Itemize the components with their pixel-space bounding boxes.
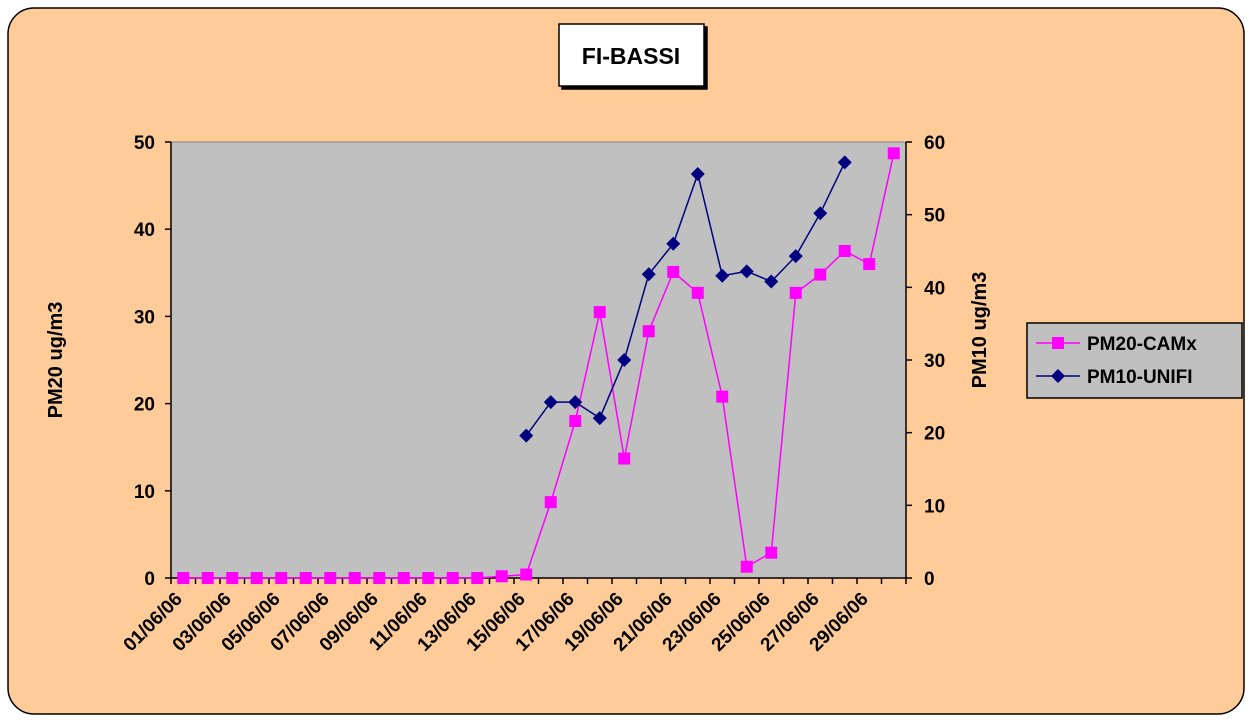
y-axis-right-title: PM10 ug/m3 <box>969 272 991 389</box>
data-point-pm20-camx <box>814 268 827 281</box>
y-axis-right-tick-label: 40 <box>924 278 945 299</box>
data-point-pm20-camx <box>544 496 557 509</box>
data-point-pm20-camx <box>495 570 508 583</box>
data-point-pm10-unifi <box>813 206 828 221</box>
y-axis-left-tick-label: 50 <box>134 133 155 154</box>
data-point-pm10-unifi <box>666 236 681 251</box>
data-point-pm20-camx <box>250 572 263 584</box>
chart-title: FI-BASSI <box>582 43 680 69</box>
legend-label-pm20: PM20-CAMx <box>1087 334 1197 355</box>
data-point-pm20-camx <box>373 572 386 584</box>
y-axis-right-tick-label: 0 <box>924 569 935 590</box>
legend-label-pm10: PM10-UNIFI <box>1087 367 1193 388</box>
data-point-pm20-camx <box>716 390 729 403</box>
data-point-pm10-unifi <box>788 249 803 264</box>
data-point-pm20-camx <box>201 572 214 584</box>
legend-box <box>1026 322 1243 399</box>
y-axis-right-tick-label: 60 <box>924 133 945 154</box>
y-axis-right-tick-label: 10 <box>924 496 945 517</box>
data-point-pm10-unifi <box>543 395 558 410</box>
data-point-pm20-camx <box>446 572 459 584</box>
y-axis-left-tick-label: 40 <box>134 220 155 241</box>
y-axis-left-tick-label: 0 <box>144 569 155 590</box>
y-axis-right-tick-label: 50 <box>924 206 945 227</box>
data-point-pm10-unifi <box>764 274 779 289</box>
data-point-pm20-camx <box>397 572 410 584</box>
data-point-pm10-unifi <box>739 264 754 279</box>
data-point-pm20-camx <box>642 325 655 338</box>
data-point-pm10-unifi <box>837 155 852 170</box>
data-point-pm20-camx <box>887 147 900 160</box>
title-box <box>558 23 705 87</box>
data-point-pm20-camx <box>299 572 312 584</box>
data-point-pm20-camx <box>618 452 631 465</box>
data-point-pm10-unifi <box>617 353 632 367</box>
data-point-pm20-camx <box>863 258 876 271</box>
y-axis-right-tick-label: 30 <box>924 351 945 372</box>
plot-area <box>170 141 907 579</box>
data-point-pm10-unifi <box>519 428 534 443</box>
data-point-pm20-camx <box>471 572 484 584</box>
data-point-pm20-camx <box>569 415 582 428</box>
legend: PM20-CAMx PM10-UNIFI <box>1026 322 1243 399</box>
data-point-pm20-camx <box>740 560 753 573</box>
y-axis-left-title: PM20 ug/m3 <box>45 302 67 419</box>
series-layer <box>177 147 900 584</box>
data-point-pm20-camx <box>348 572 361 584</box>
data-point-pm20-camx <box>691 286 704 299</box>
data-point-pm10-unifi <box>715 268 730 283</box>
data-point-pm20-camx <box>765 546 778 559</box>
data-point-pm20-camx <box>226 572 239 584</box>
data-point-pm20-camx <box>520 568 533 581</box>
y-axis-left-tick-label: 10 <box>134 482 155 503</box>
data-point-pm10-unifi <box>690 166 705 181</box>
legend-marker-pm20 <box>1052 337 1064 349</box>
data-point-pm20-camx <box>324 572 337 584</box>
data-point-pm20-camx <box>177 572 190 584</box>
legend-marker-pm10 <box>1051 369 1065 383</box>
y-axis-left-tick-label: 20 <box>134 395 155 416</box>
data-point-pm10-unifi <box>592 411 607 426</box>
y-axis-right-tick-label: 20 <box>924 424 945 445</box>
data-point-pm10-unifi <box>568 395 583 410</box>
data-point-pm10-unifi <box>641 267 656 282</box>
data-point-pm20-camx <box>667 265 680 278</box>
data-point-pm20-camx <box>789 286 802 299</box>
data-point-pm20-camx <box>593 306 606 319</box>
y-axis-left-tick-label: 30 <box>134 307 155 328</box>
data-point-pm20-camx <box>275 572 288 584</box>
data-point-pm20-camx <box>838 245 851 257</box>
data-point-pm20-camx <box>422 572 435 584</box>
